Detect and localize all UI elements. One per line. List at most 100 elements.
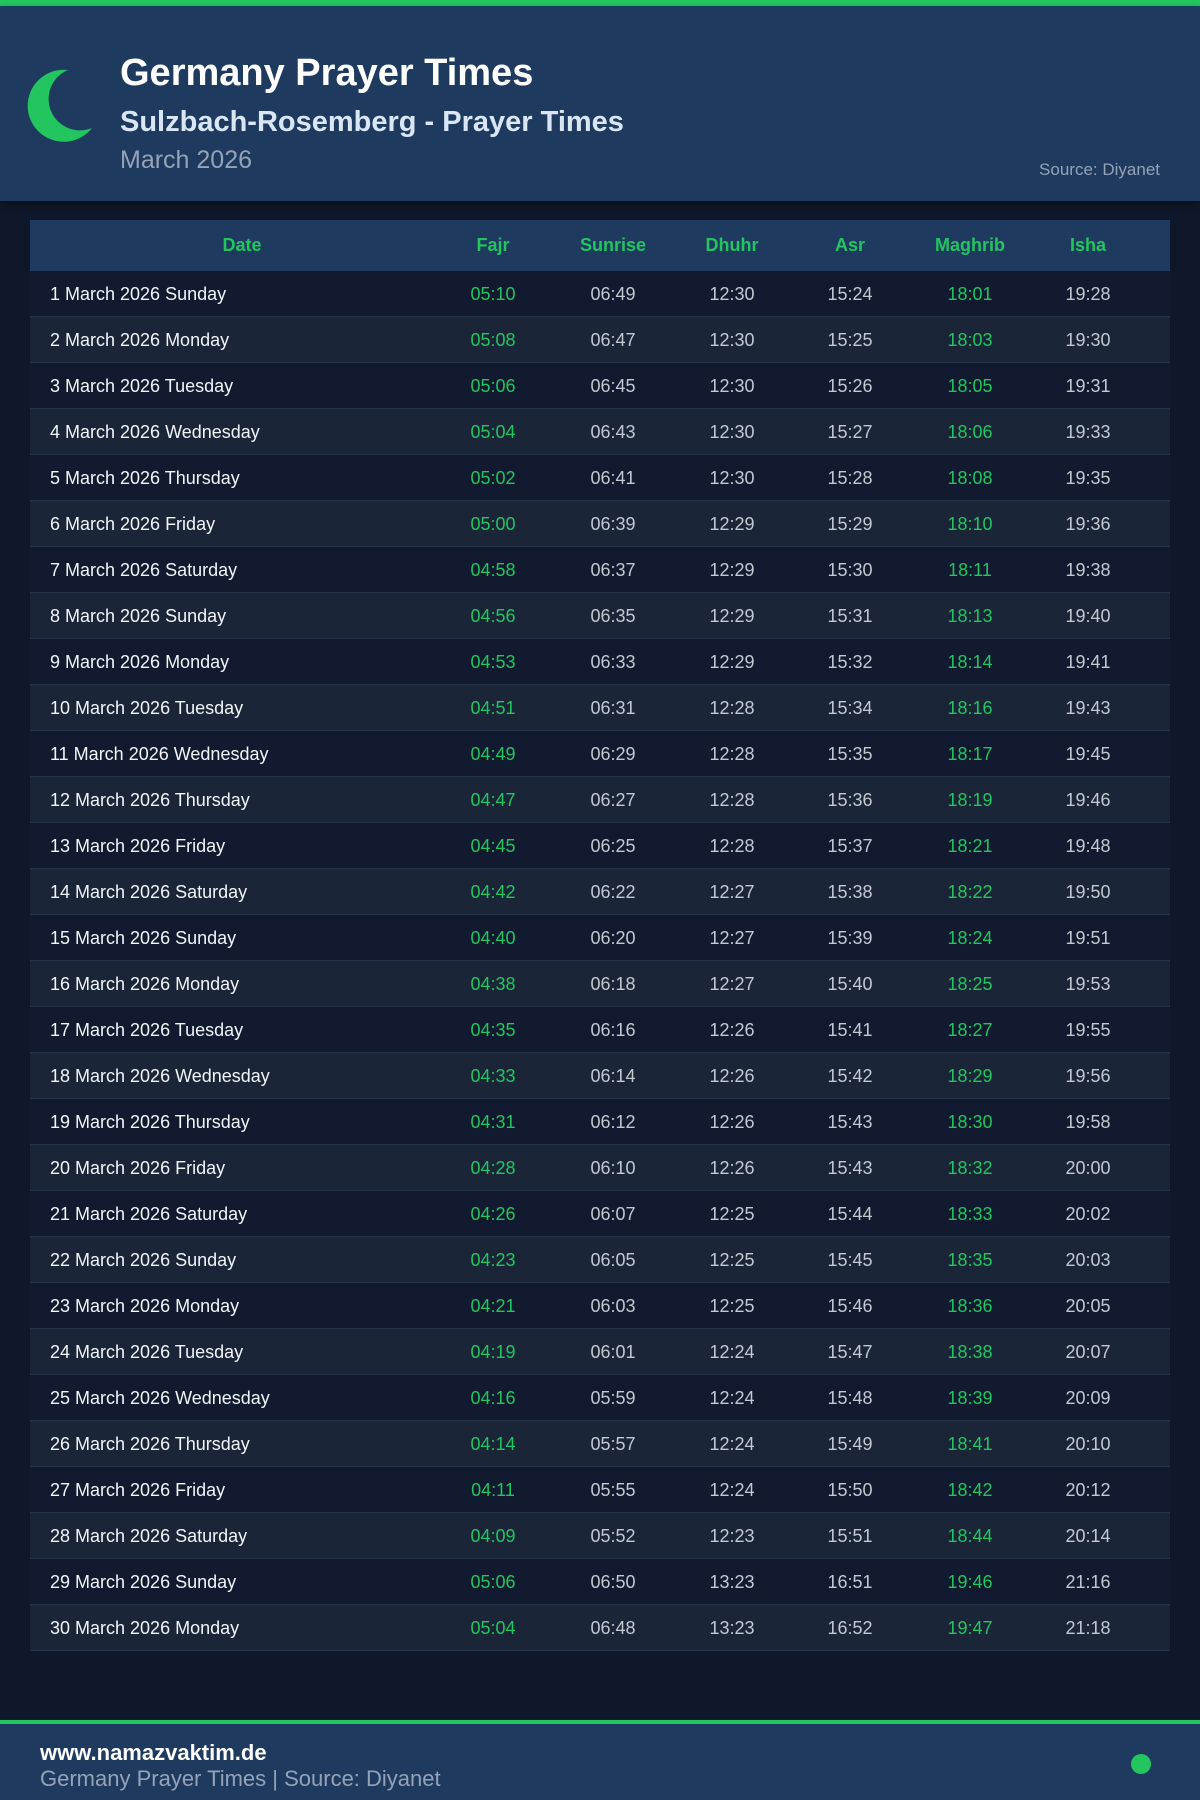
- cell-isha: 19:46: [1065, 790, 1111, 810]
- cell-asr: 15:50: [827, 1480, 873, 1500]
- cell-dhuhr: 12:28: [709, 744, 755, 764]
- cell-maghrib: 18:17: [947, 744, 993, 764]
- cell-isha: 20:09: [1065, 1388, 1111, 1408]
- cell-fajr: 05:02: [470, 468, 516, 488]
- cell-asr: 15:29: [827, 514, 873, 534]
- cell-maghrib: 18:42: [947, 1480, 993, 1500]
- cell-date: 11 March 2026 Wednesday: [50, 744, 269, 764]
- cell-dhuhr: 12:28: [709, 698, 755, 718]
- table-row: 14 March 2026 Saturday 04:42 06:22 12:27 15:…: [30, 869, 1170, 915]
- table-row: 12 March 2026 Thursday 04:47 06:27 12:28 15:…: [30, 777, 1170, 823]
- source-label: Source: Diyanet: [1039, 160, 1160, 179]
- cell-sunrise: 06:48: [590, 1618, 636, 1638]
- cell-date: 14 March 2026 Saturday: [50, 882, 248, 902]
- cell-sunrise: 06:27: [590, 790, 636, 810]
- cell-sunrise: 06:47: [590, 330, 636, 350]
- cell-sunrise: 06:01: [590, 1342, 636, 1362]
- cell-maghrib: 18:44: [947, 1526, 993, 1546]
- cell-date: 10 March 2026 Tuesday: [50, 698, 244, 718]
- cell-date: 16 March 2026 Monday: [50, 974, 240, 994]
- cell-maghrib: 18:08: [947, 468, 993, 488]
- crescent-moon-icon: [27, 69, 93, 142]
- table-row: 9 March 2026 Monday 04:53 06:33 12:29 15:32 1…: [30, 639, 1170, 685]
- top-accent-bar: [0, 0, 1200, 6]
- cell-asr: 15:37: [827, 836, 873, 856]
- cell-fajr: 04:56: [470, 606, 516, 626]
- cell-isha: 20:07: [1065, 1342, 1111, 1362]
- cell-sunrise: 06:50: [590, 1572, 636, 1592]
- cell-date: 22 March 2026 Sunday: [50, 1250, 237, 1270]
- footer-site-link[interactable]: www.namazvaktim.de: [40, 1740, 267, 1765]
- cell-dhuhr: 13:23: [709, 1618, 755, 1638]
- page-header: Germany Prayer Times Sulzbach-Rosemberg …: [0, 6, 1200, 201]
- cell-dhuhr: 12:30: [709, 284, 755, 304]
- table-row: 1 March 2026 Sunday 05:10 06:49 12:30 15:24 1…: [30, 271, 1170, 317]
- cell-fajr: 04:16: [470, 1388, 516, 1408]
- cell-sunrise: 06:25: [590, 836, 636, 856]
- cell-sunrise: 06:43: [590, 422, 636, 442]
- cell-date: 8 March 2026 Sunday: [50, 606, 227, 626]
- table-row: 28 March 2026 Saturday 04:09 05:52 12:23 15:…: [30, 1513, 1170, 1559]
- cell-maghrib: 18:13: [947, 606, 993, 626]
- cell-asr: 15:48: [827, 1388, 873, 1408]
- cell-asr: 15:42: [827, 1066, 873, 1086]
- cell-dhuhr: 12:29: [709, 652, 755, 672]
- cell-dhuhr: 12:24: [709, 1434, 755, 1454]
- cell-isha: 20:02: [1065, 1204, 1111, 1224]
- cell-date: 6 March 2026 Friday: [50, 514, 216, 534]
- cell-dhuhr: 12:24: [709, 1480, 755, 1500]
- cell-isha: 19:45: [1065, 744, 1111, 764]
- cell-fajr: 04:09: [470, 1526, 516, 1546]
- cell-isha: 19:43: [1065, 698, 1111, 718]
- cell-asr: 15:44: [827, 1204, 873, 1224]
- table-row: 11 March 2026 Wednesday 04:49 06:29 12:28 15…: [30, 731, 1170, 777]
- cell-fajr: 04:42: [470, 882, 516, 902]
- column-header-maghrib: Maghrib: [935, 235, 1005, 255]
- cell-isha: 19:55: [1065, 1020, 1111, 1040]
- cell-asr: 15:47: [827, 1342, 873, 1362]
- cell-maghrib: 18:38: [947, 1342, 993, 1362]
- cell-fajr: 05:10: [470, 284, 516, 304]
- cell-asr: 15:41: [827, 1020, 873, 1040]
- month-label: March 2026: [120, 146, 253, 174]
- table-row: 19 March 2026 Thursday 04:31 06:12 12:26 15:…: [30, 1099, 1170, 1145]
- cell-fajr: 04:35: [470, 1020, 516, 1040]
- cell-maghrib: 18:03: [947, 330, 993, 350]
- cell-sunrise: 06:41: [590, 468, 636, 488]
- cell-isha: 19:50: [1065, 882, 1111, 902]
- cell-date: 18 March 2026 Wednesday: [50, 1066, 270, 1086]
- cell-date: 2 March 2026 Monday: [50, 330, 230, 350]
- cell-sunrise: 06:18: [590, 974, 636, 994]
- cell-dhuhr: 12:23: [709, 1526, 755, 1546]
- cell-maghrib: 18:19: [947, 790, 993, 810]
- cell-date: 23 March 2026 Monday: [50, 1296, 240, 1316]
- cell-maghrib: 18:10: [947, 514, 993, 534]
- cell-asr: 16:52: [827, 1618, 873, 1638]
- cell-isha: 21:18: [1065, 1618, 1111, 1638]
- cell-asr: 15:49: [827, 1434, 873, 1454]
- cell-isha: 20:10: [1065, 1434, 1111, 1454]
- cell-sunrise: 06:35: [590, 606, 636, 626]
- page-footer: www.namazvaktim.de Germany Prayer Times …: [0, 1724, 1200, 1800]
- cell-fajr: 04:31: [470, 1112, 516, 1132]
- page-subtitle: Sulzbach-Rosemberg - Prayer Times: [120, 106, 624, 138]
- cell-isha: 19:35: [1065, 468, 1111, 488]
- cell-date: 30 March 2026 Monday: [50, 1618, 240, 1638]
- cell-maghrib: 18:22: [947, 882, 993, 902]
- cell-asr: 15:28: [827, 468, 873, 488]
- cell-isha: 19:51: [1065, 928, 1111, 948]
- cell-asr: 15:39: [827, 928, 873, 948]
- cell-date: 19 March 2026 Thursday: [50, 1112, 250, 1132]
- cell-dhuhr: 13:23: [709, 1572, 755, 1592]
- cell-maghrib: 18:01: [947, 284, 993, 304]
- cell-date: 12 March 2026 Thursday: [50, 790, 250, 810]
- cell-fajr: 04:58: [470, 560, 516, 580]
- cell-maghrib: 19:46: [947, 1572, 993, 1592]
- cell-sunrise: 05:57: [590, 1434, 636, 1454]
- cell-asr: 15:36: [827, 790, 873, 810]
- cell-fajr: 05:08: [470, 330, 516, 350]
- cell-isha: 19:33: [1065, 422, 1111, 442]
- cell-date: 26 March 2026 Thursday: [50, 1434, 250, 1454]
- cell-asr: 15:38: [827, 882, 873, 902]
- cell-dhuhr: 12:30: [709, 468, 755, 488]
